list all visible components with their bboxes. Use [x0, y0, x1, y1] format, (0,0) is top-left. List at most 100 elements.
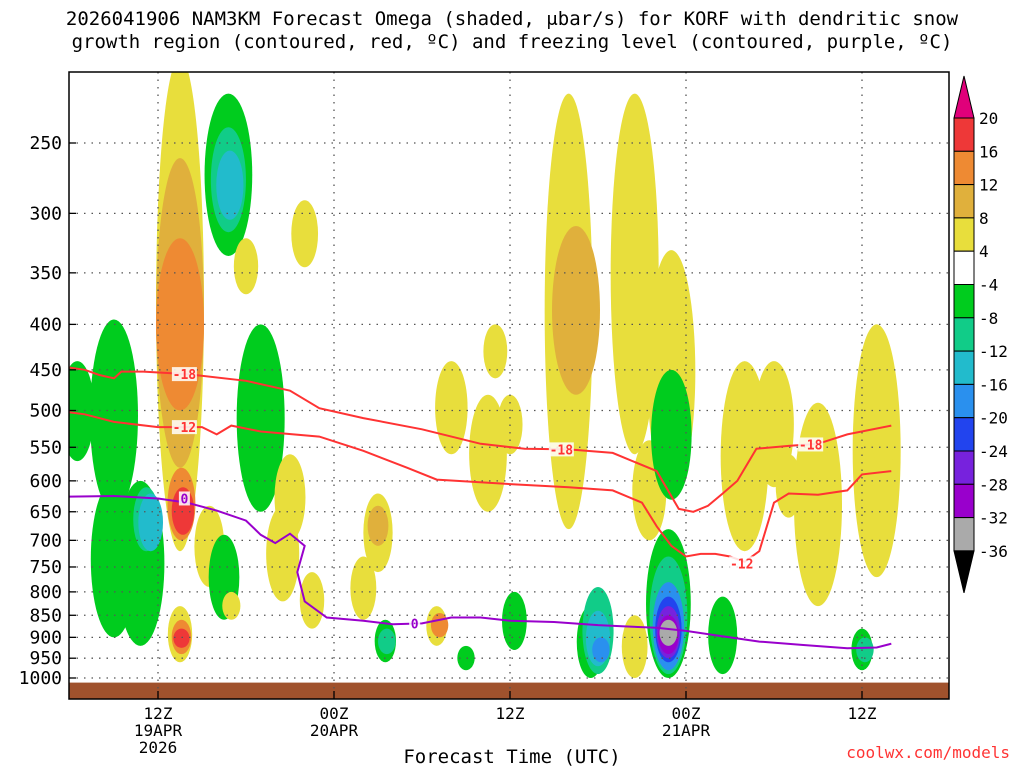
contour-line-1 [69, 411, 892, 563]
colorbar-bin-0 [953, 117, 975, 152]
x-tick-label-54-0: 12Z [848, 704, 877, 723]
colorbar-label-1: 16 [979, 142, 998, 161]
colorbar-label-12: -32 [979, 509, 1008, 528]
colorbar-bin-12 [953, 517, 975, 552]
contour-layer: -18 -18 -18 -12 -12 0 0 [69, 366, 892, 650]
x-tick-label-6-0: 12Z [144, 704, 173, 723]
colorbar-label-13: -36 [979, 542, 1008, 561]
contour-label-0-2: -18 [799, 438, 823, 453]
omega-shading-layer [69, 72, 901, 679]
contour-label-bg-2-1 [409, 616, 421, 631]
contour-label-1-0: -12 [173, 421, 196, 436]
colorbar-label-7: -12 [979, 342, 1008, 361]
x-tick-label-18-0: 00Z [320, 704, 349, 723]
x-tick-label-42-0: 00Z [672, 704, 701, 723]
omega-region-2 [90, 319, 138, 512]
x-tick-label-6-1: 19APR [134, 721, 183, 740]
contour-label-bg-2-0 [178, 491, 190, 506]
colorbar-over-arrow [953, 75, 975, 119]
colorbar-label-5: -4 [979, 276, 998, 295]
colorbar-bin-7 [953, 350, 975, 385]
y-tick-label-800: 800 [29, 582, 62, 603]
colorbar-bin-4 [953, 250, 975, 285]
x-tick-label-6-2: 2026 [139, 738, 178, 757]
colorbar-bin-1 [953, 150, 975, 186]
x-axis-title: Forecast Time (UTC) [403, 746, 621, 768]
y-tick-label-400: 400 [29, 314, 62, 335]
colorbar-label-0: 20 [979, 109, 998, 128]
colorbar-under-arrow [953, 550, 975, 594]
contour-label-0-1: -18 [550, 443, 574, 458]
omega-region-26 [299, 572, 325, 629]
colorbar-bin-2 [953, 184, 975, 219]
y-tick-label-750: 750 [29, 557, 62, 578]
omega-region-34 [435, 361, 468, 455]
omega-region-1 [69, 361, 95, 462]
omega-region-14 [173, 628, 190, 648]
colorbar-bin-6 [953, 317, 975, 352]
watermark-link[interactable]: coolwx.com/models [846, 743, 1010, 762]
axis-layer: 2503003504004505005506006507007508008509… [19, 71, 950, 757]
omega-region-47 [621, 615, 648, 678]
contour-label-2-0: 0 [180, 492, 188, 507]
y-tick-label-950: 950 [29, 648, 62, 669]
omega-region-41 [552, 226, 600, 395]
y-tick-label-850: 850 [29, 605, 62, 626]
colorbar-bin-5 [953, 284, 975, 319]
colorbar-bin-11 [953, 483, 975, 519]
y-tick-label-450: 450 [29, 360, 62, 381]
colorbar-label-6: -8 [979, 309, 998, 328]
omega-region-37 [483, 324, 508, 379]
plot-frame [68, 71, 950, 700]
omega-region-31 [378, 628, 396, 655]
y-tick-label-600: 600 [29, 471, 62, 492]
y-tick-label-900: 900 [29, 627, 62, 648]
y-tick-label-500: 500 [29, 401, 62, 422]
colorbar-label-4: 4 [979, 242, 989, 261]
contour-label-2-1: 0 [411, 617, 419, 632]
contour-line-0 [69, 366, 892, 513]
ground-layer [69, 682, 949, 699]
omega-region-35 [457, 645, 475, 671]
y-tick-label-250: 250 [29, 133, 62, 154]
contour-label-1-1: -12 [730, 557, 753, 572]
colorbar-label-2: 12 [979, 176, 998, 195]
omega-region-45 [592, 637, 610, 663]
chart-title-line-1: 2026041906 NAM3KM Forecast Omega (shaded… [65, 8, 959, 30]
omega-region-27 [350, 556, 377, 620]
colorbar-label-10: -24 [979, 442, 1008, 461]
x-tick-label-30-0: 12Z [496, 704, 525, 723]
contour-label-bg-1-0 [171, 420, 197, 435]
omega-region-55 [659, 619, 678, 646]
contour-label-bg-0-2 [798, 437, 824, 452]
omega-region-6 [138, 493, 164, 552]
y-tick-label-550: 550 [29, 437, 62, 458]
omega-region-25 [291, 200, 319, 268]
y-tick-label-700: 700 [29, 530, 62, 551]
y-tick-label-350: 350 [29, 263, 62, 284]
omega-region-20 [222, 591, 241, 620]
contour-line-2 [69, 494, 892, 650]
omega-region-66 [871, 410, 897, 468]
contour-label-0-0: -18 [173, 368, 197, 383]
omega-region-64 [856, 637, 874, 663]
omega-region-22 [236, 324, 285, 512]
omega-region-21 [233, 238, 259, 295]
ground-bar [69, 682, 949, 699]
omega-region-19 [216, 150, 244, 220]
y-tick-label-650: 650 [29, 502, 62, 523]
omega-region-24 [274, 454, 306, 541]
y-tick-label-300: 300 [29, 203, 62, 224]
colorbar-label-9: -20 [979, 409, 1008, 428]
colorbar-bin-10 [953, 450, 975, 485]
contour-label-bg-0-0 [171, 367, 197, 382]
colorbar-label-8: -16 [979, 375, 1008, 394]
omega-region-29 [367, 505, 389, 546]
omega-region-38 [497, 394, 523, 455]
omega-region-33 [430, 613, 449, 638]
chart-title-line-2: growth region (contoured, red, ºC) and f… [71, 31, 953, 53]
colorbar-label-3: 8 [979, 209, 989, 228]
colorbar-bin-3 [953, 217, 975, 252]
omega-region-46 [610, 93, 659, 455]
